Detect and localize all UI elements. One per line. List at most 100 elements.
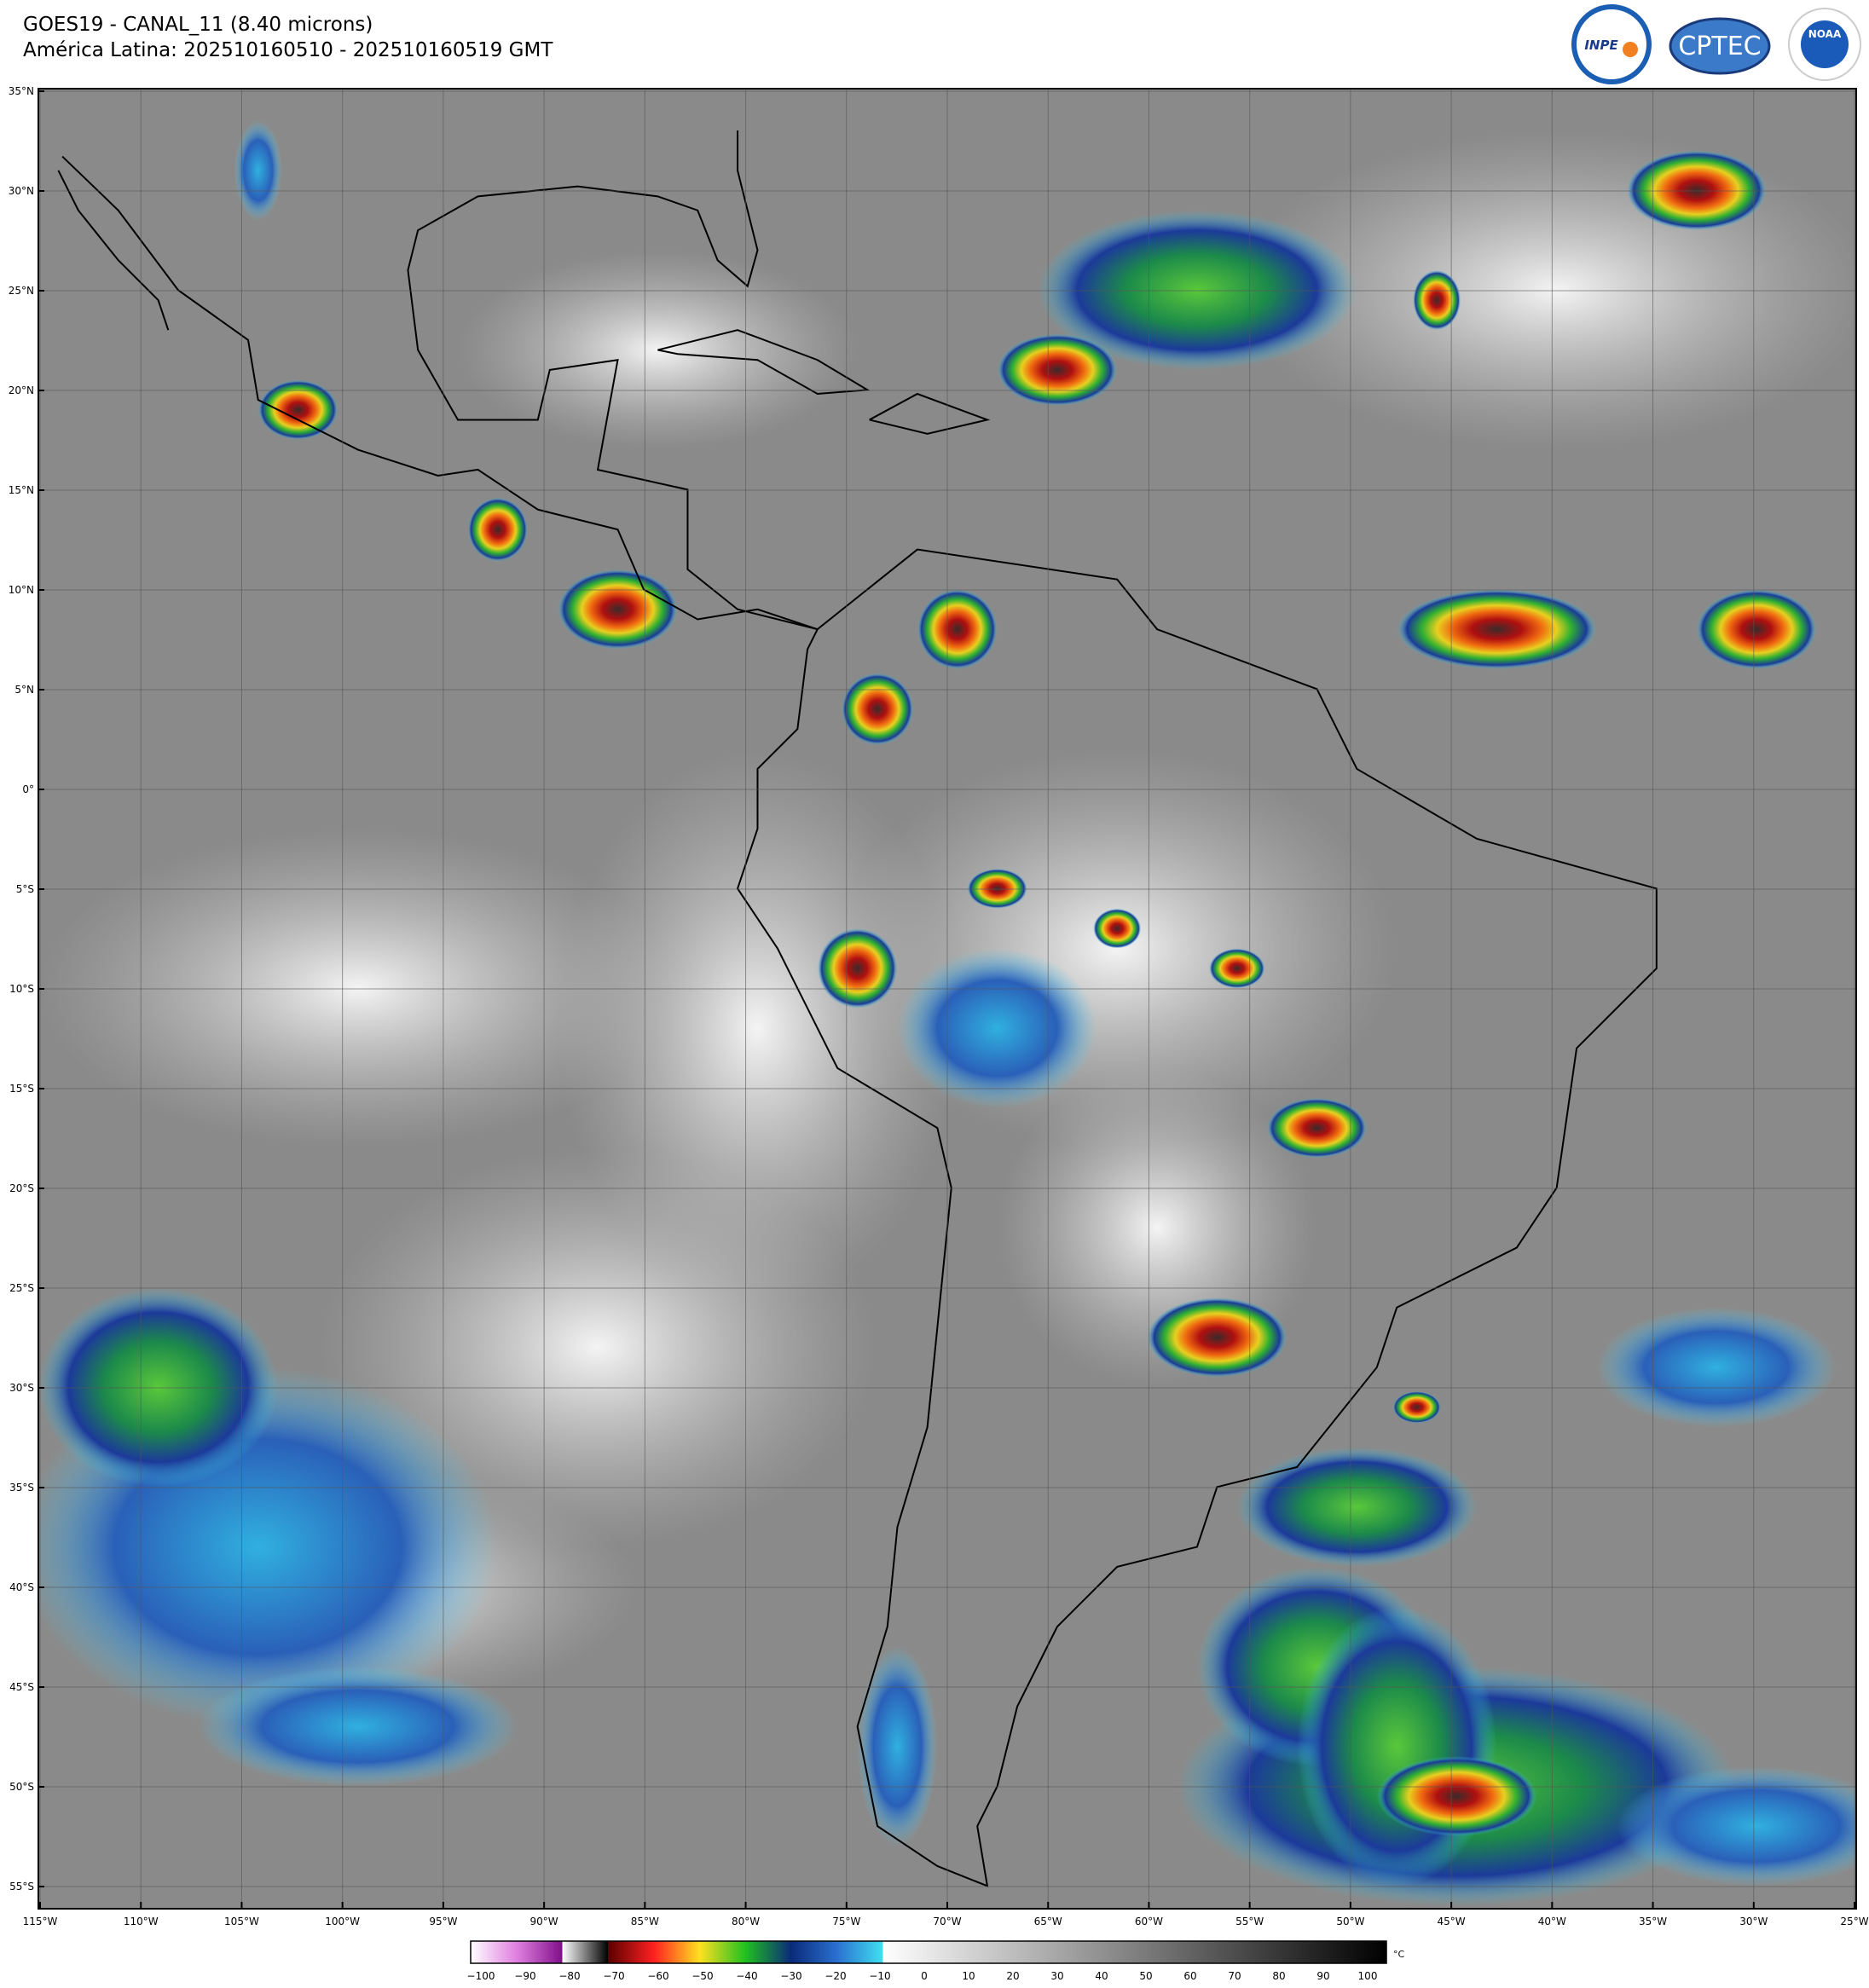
colorbar-label: −40 [736,1970,757,1982]
colorbar-label: 0 [921,1970,928,1982]
south-america-coast [736,548,1658,1887]
colorbar-label: −90 [514,1970,535,1982]
cptec-text: CPTEC [1678,32,1761,61]
lat-label: 5°N [14,684,34,696]
storm-cloud [1413,269,1461,331]
colorbar-label: −30 [780,1970,801,1982]
lon-label: 115°W [23,1916,58,1927]
lon-label: 25°W [1840,1916,1868,1927]
light-cloud [38,829,678,1148]
colorbar-label: 90 [1316,1970,1329,1982]
lon-label: 110°W [124,1916,159,1927]
cold-cloud [1596,1307,1837,1428]
lon-label: 35°W [1639,1916,1667,1927]
storm-cloud [1267,1098,1368,1159]
coastlines [57,130,1658,1887]
colorbar-label: 70 [1228,1970,1241,1982]
lon-label: 40°W [1538,1916,1566,1927]
lat-label: 35°S [9,1482,34,1494]
storm-cloud [558,569,678,650]
colorbar-label: −80 [558,1970,580,1982]
storm-cloud [1376,1756,1537,1836]
storm-cloud [917,589,998,669]
lon-label: 85°W [631,1916,659,1927]
inpe-text: INPE [1584,38,1618,53]
gulf-coast [407,130,819,631]
lon-label: 45°W [1438,1916,1466,1927]
colorbar-label: −70 [603,1970,624,1982]
logos: INPE CPTEC NOAA [1571,4,1861,84]
storm-cloud [841,673,914,745]
title: GOES19 - CANAL_11 (8.40 microns) [23,14,373,36]
lat-label: 15°S [9,1083,34,1095]
lon-label: 55°W [1235,1916,1264,1927]
lon-label: 65°W [1034,1916,1062,1927]
colorbar-label: 80 [1272,1970,1285,1982]
cptec-logo [1669,17,1771,75]
storm-cloud [817,928,898,1008]
storm-cloud [997,333,1118,407]
lat-label: 10°N [9,584,34,596]
lat-label: 10°S [9,983,34,995]
inpe-logo [1571,4,1652,84]
lon-label: 75°W [832,1916,860,1927]
storm-cloud [967,868,1027,909]
colorbar-label: −20 [825,1970,846,1982]
cold-cloud [234,120,282,221]
cold-cloud [198,1666,518,1787]
lat-label: 50°S [9,1781,34,1793]
colorbar-label: 100 [1358,1970,1378,1982]
storm-cloud [257,379,339,440]
storm-cloud [1209,948,1265,989]
cuba-coast [657,329,871,396]
logo-dot [1623,42,1638,57]
storm-cloud [467,497,528,562]
colorbar-label: −50 [691,1970,713,1982]
baja-coast [57,170,170,331]
colorbar-label: 40 [1095,1970,1108,1982]
lon-label: 60°W [1135,1916,1163,1927]
cloud-layer [38,120,1856,1906]
lat-label: 45°S [9,1681,34,1693]
hispaniola-coast [869,392,991,435]
cold-cloud [38,1287,278,1488]
colorbar-label: 10 [962,1970,975,1982]
colorbar-label: 50 [1139,1970,1152,1982]
colorbar-label: −60 [647,1970,668,1982]
lon-label: 90°W [530,1916,558,1927]
colorbar [470,1940,1387,1964]
lat-label: 15°N [9,484,34,496]
pacific-coast [61,155,819,631]
lat-label: 20°N [9,384,34,396]
storm-cloud [1696,589,1817,669]
storm-cloud [1626,150,1767,231]
colorbar-label: 60 [1183,1970,1196,1982]
cold-cloud [857,1646,938,1846]
colorbar-label: −10 [869,1970,890,1982]
cold-cloud [1236,1447,1477,1567]
lat-label: 25°N [9,285,34,297]
lon-label: 30°W [1739,1916,1768,1927]
cold-cloud [897,948,1097,1108]
storm-cloud [1397,589,1597,669]
storm-cloud [1093,908,1142,949]
cold-cloud [1617,1766,1856,1887]
lat-label: 40°S [9,1581,34,1593]
colorbar-label: −100 [467,1970,495,1982]
lat-label: 35°N [9,85,34,97]
storm-cloud [1392,1391,1441,1424]
lat-label: 0° [22,783,34,795]
subtitle: América Latina: 202510160510 - 202510160… [23,39,553,61]
cold-cloud [1037,210,1357,370]
lon-label: 80°W [732,1916,760,1927]
noaa-disc [1801,20,1849,68]
colorbar-unit: °C [1393,1949,1405,1960]
colorbar-label: 20 [1006,1970,1019,1982]
noaa-text: NOAA [1808,28,1842,40]
lon-label: 105°W [224,1916,259,1927]
lon-label: 100°W [325,1916,360,1927]
lat-label: 20°S [9,1182,34,1194]
colorbar-label: 30 [1050,1970,1063,1982]
lat-label: 5°S [16,883,34,895]
